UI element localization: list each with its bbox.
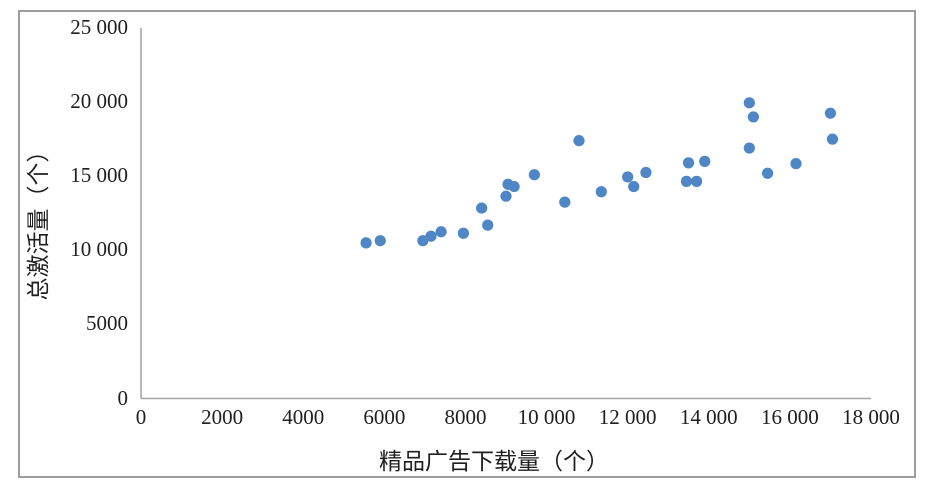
data-point [622, 171, 634, 183]
data-point [508, 180, 520, 193]
x-tick-label: 14 000 [679, 404, 738, 429]
y-tick-label: 20 000 [70, 89, 128, 114]
data-point [457, 227, 470, 239]
x-tick-label: 10 000 [517, 404, 576, 429]
y-tick-label: 5000 [86, 311, 128, 336]
x-tick-label: 6000 [363, 404, 406, 429]
data-point [682, 157, 695, 169]
data-point [425, 230, 437, 242]
data-point [435, 226, 447, 238]
x-tick-label: 2000 [201, 404, 244, 429]
chart-border [18, 10, 916, 478]
x-axis-title: 精品广告下载量（个） [379, 449, 609, 474]
x-tick-label: 18 000 [842, 404, 900, 429]
data-point [790, 158, 802, 170]
data-point [595, 186, 607, 198]
x-tick-label: 4000 [282, 404, 325, 429]
data-point [691, 175, 703, 187]
data-point [761, 167, 774, 179]
data-point [500, 190, 512, 202]
data-point [628, 180, 640, 193]
x-tick-label: 16 000 [761, 404, 819, 429]
data-point [640, 166, 652, 179]
y-tick-label: 15 000 [70, 163, 128, 188]
data-point [360, 237, 372, 249]
data-point [747, 111, 759, 123]
data-point [374, 235, 386, 247]
data-point [559, 196, 571, 208]
data-point [743, 142, 755, 154]
data-point [476, 202, 488, 214]
data-point [528, 169, 540, 181]
y-tick-label: 0 [117, 385, 129, 410]
x-tick-label: 8000 [444, 404, 487, 429]
y-tick-label: 10 000 [70, 237, 128, 262]
data-point [680, 175, 693, 187]
y-tick-label: 25 000 [70, 15, 128, 39]
data-point [824, 107, 837, 119]
data-point [743, 97, 755, 109]
data-point [699, 155, 711, 167]
x-tick-label: 12 000 [598, 404, 657, 429]
x-tick-label: 0 [135, 404, 147, 429]
data-point [573, 135, 585, 147]
data-point [826, 133, 839, 145]
data-point [482, 219, 494, 231]
y-axis-title: 总激活量（个） [26, 139, 51, 301]
